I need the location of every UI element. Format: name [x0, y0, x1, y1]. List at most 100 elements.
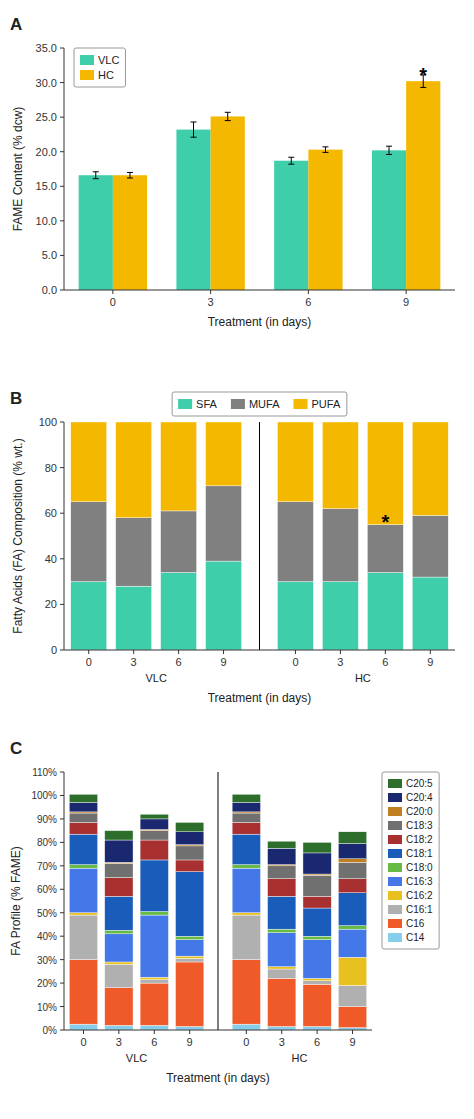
x-tick-label: 0	[110, 296, 116, 308]
x-tick-label: 0	[86, 656, 92, 668]
bar	[303, 875, 331, 896]
legend-label: MUFA	[249, 398, 280, 410]
y-tick-label: 80	[45, 462, 57, 474]
panel-title: C	[10, 739, 22, 758]
y-tick	[60, 1006, 64, 1007]
legend-swatch	[80, 55, 94, 65]
y-tick	[60, 220, 64, 221]
panel: C 0%10%20%30%40%50%60%70%80%90%100%110%03…	[9, 739, 439, 1085]
legend-swatch	[388, 849, 402, 858]
legend-items: SFAMUFAPUFA	[178, 398, 341, 410]
bar	[140, 814, 168, 819]
legend-swatch	[293, 399, 307, 409]
legend-item: VLC	[80, 54, 119, 66]
bar	[268, 969, 296, 978]
bar	[268, 866, 296, 879]
x-tick-label: 6	[314, 1036, 320, 1048]
bar	[206, 486, 242, 561]
series	[113, 81, 440, 290]
bar	[105, 831, 133, 840]
y-tick	[60, 604, 64, 605]
y-tick-label: 10.0	[36, 215, 57, 227]
x-tick	[385, 650, 386, 654]
bar	[140, 840, 168, 860]
legend-item: C18:0	[388, 862, 433, 873]
bar	[367, 422, 403, 525]
legend-item: C20:0	[388, 806, 433, 817]
error-bar-cap	[191, 137, 197, 138]
bar	[176, 962, 204, 1027]
bar	[71, 422, 107, 502]
bar	[176, 956, 204, 958]
error-bar-cap	[127, 177, 133, 178]
bar	[268, 967, 296, 969]
bar	[338, 926, 366, 930]
bar	[176, 832, 204, 845]
bar	[277, 502, 313, 582]
y-tick	[60, 842, 64, 843]
legend-swatch	[178, 399, 192, 409]
bar	[69, 960, 97, 1025]
legend-label: C18:1	[406, 848, 433, 859]
error-bar	[386, 146, 392, 154]
bar	[176, 860, 204, 872]
y-tick	[60, 959, 64, 960]
x-tick	[295, 650, 296, 654]
y-tick-label: 90%	[37, 814, 57, 825]
legend-frame	[74, 48, 125, 87]
x-tick-label: 9	[220, 656, 226, 668]
x-axis-label: Treatment (in days)	[208, 691, 312, 705]
error-bar-line	[95, 172, 96, 179]
bar	[232, 868, 260, 913]
error-bar	[288, 157, 294, 164]
bar	[232, 865, 260, 869]
error-bar	[322, 147, 328, 153]
y-tick	[60, 290, 64, 291]
error-bar-cap	[322, 146, 328, 147]
y-tick-label: 20.0	[36, 146, 57, 158]
legend-item: C18:3	[388, 820, 433, 831]
legend-label: VLC	[98, 54, 119, 66]
y-tick-label: 100	[39, 416, 57, 428]
x-tick	[118, 1030, 119, 1034]
x-tick	[281, 1030, 282, 1034]
bar	[303, 984, 331, 1026]
x-tick-label: 6	[151, 1036, 157, 1048]
y-axis-label: FA Profile (% FAME)	[9, 846, 23, 955]
bar	[69, 865, 97, 869]
bar	[69, 1024, 97, 1030]
axes: 0%10%20%30%40%50%60%70%80%90%100%110%036…	[31, 767, 372, 1048]
bar	[79, 175, 113, 290]
legend: SFAMUFAPUFA	[172, 392, 347, 416]
bar	[232, 802, 260, 811]
y-tick-label: 60	[45, 507, 57, 519]
y-tick-label: 110%	[32, 767, 57, 778]
y-tick	[60, 422, 64, 423]
legend: C20:5C20:4C20:0C18:3C18:2C18:1C18:0C16:3…	[382, 772, 439, 949]
bar	[176, 872, 204, 937]
legend-item: C18:1	[388, 848, 433, 859]
x-tick	[406, 290, 407, 294]
bar	[232, 1024, 260, 1030]
bar	[140, 1025, 168, 1030]
bar	[105, 863, 133, 877]
bar	[116, 422, 152, 518]
bar	[367, 572, 403, 650]
y-tick-label: 25.0	[36, 111, 57, 123]
bar	[69, 834, 97, 864]
error-bar-line	[129, 172, 130, 178]
bar	[161, 572, 197, 650]
x-axis-line	[64, 650, 455, 651]
bar	[303, 853, 331, 874]
x-tick	[317, 1030, 318, 1034]
bar	[412, 515, 448, 577]
x-tick-label: 6	[176, 656, 182, 668]
legend-frame	[172, 392, 347, 416]
x-axis-label: Treatment (in days)	[166, 1071, 270, 1085]
legend-swatch	[388, 905, 402, 914]
error-bar-line	[227, 112, 228, 120]
error-bar	[191, 122, 197, 137]
error-bar-cap	[386, 146, 392, 147]
y-tick-label: 30.0	[36, 77, 57, 89]
y-tick	[60, 186, 64, 187]
